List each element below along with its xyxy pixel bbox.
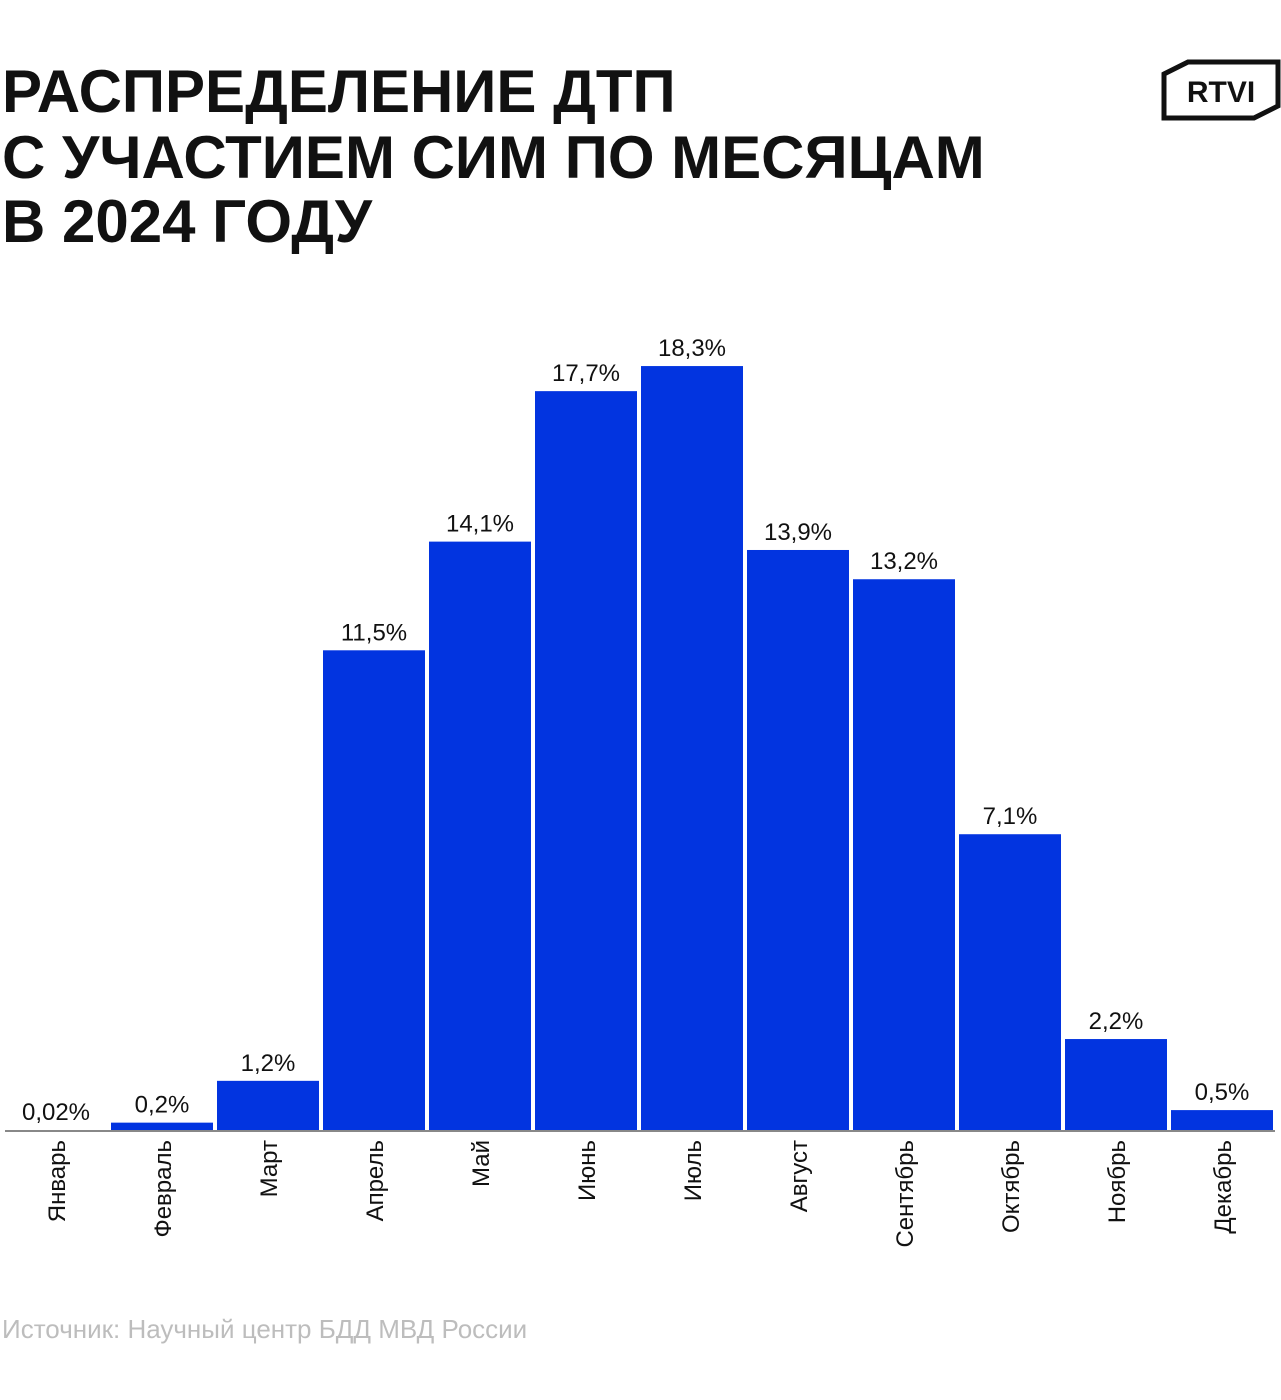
x-tick-label: Январь — [44, 1140, 71, 1222]
bar — [959, 834, 1061, 1131]
chart-title: В 2024 ГОДУ — [2, 188, 373, 255]
value-label: 11,5% — [341, 619, 407, 646]
value-label: 18,3% — [658, 335, 726, 362]
x-tick-label: Апрель — [362, 1140, 389, 1221]
value-label: 13,9% — [764, 519, 832, 546]
value-label: 13,2% — [870, 548, 938, 575]
source: Источник: Научный центр БДД МВД России — [2, 1314, 527, 1344]
bar — [111, 1122, 213, 1131]
value-label: 0,2% — [135, 1092, 190, 1119]
bar — [853, 579, 955, 1131]
value-label: 14,1% — [446, 511, 514, 538]
bar — [217, 1080, 319, 1131]
logo: RTVI — [1161, 59, 1281, 121]
x-tick-label: Декабрь — [1210, 1140, 1237, 1234]
x-tick-label: Февраль — [150, 1140, 177, 1238]
x-tick-label: Май — [468, 1140, 495, 1187]
value-label: 1,2% — [241, 1050, 296, 1077]
x-tick-label: Ноябрь — [1104, 1140, 1131, 1223]
bar — [323, 650, 425, 1131]
value-label: 0,02% — [22, 1099, 90, 1126]
bar — [1065, 1039, 1167, 1131]
chart-title: РАСПРЕДЕЛЕНИЕ ДТП — [2, 58, 676, 125]
bar — [535, 391, 637, 1131]
bar — [747, 549, 849, 1131]
x-tick-label: Июнь — [574, 1140, 601, 1201]
x-tick-label: Сентябрь — [892, 1140, 919, 1248]
logo-frame — [1161, 59, 1281, 121]
value-label: 2,2% — [1089, 1008, 1144, 1035]
chart-title: С УЧАСТИЕМ СИМ ПО МЕСЯЦАМ — [2, 124, 985, 191]
x-tick-label: Июль — [680, 1140, 707, 1201]
logo-text: RTVI — [1187, 76, 1255, 109]
x-tick-label: Октябрь — [998, 1140, 1025, 1233]
x-tick-label: Март — [256, 1140, 283, 1197]
bar — [1171, 1110, 1273, 1131]
bar — [429, 541, 531, 1131]
value-label: 7,1% — [983, 803, 1038, 830]
value-label: 0,5% — [1195, 1079, 1250, 1106]
value-label: 17,7% — [552, 360, 620, 387]
bar — [641, 366, 743, 1131]
x-tick-label: Август — [786, 1140, 813, 1212]
